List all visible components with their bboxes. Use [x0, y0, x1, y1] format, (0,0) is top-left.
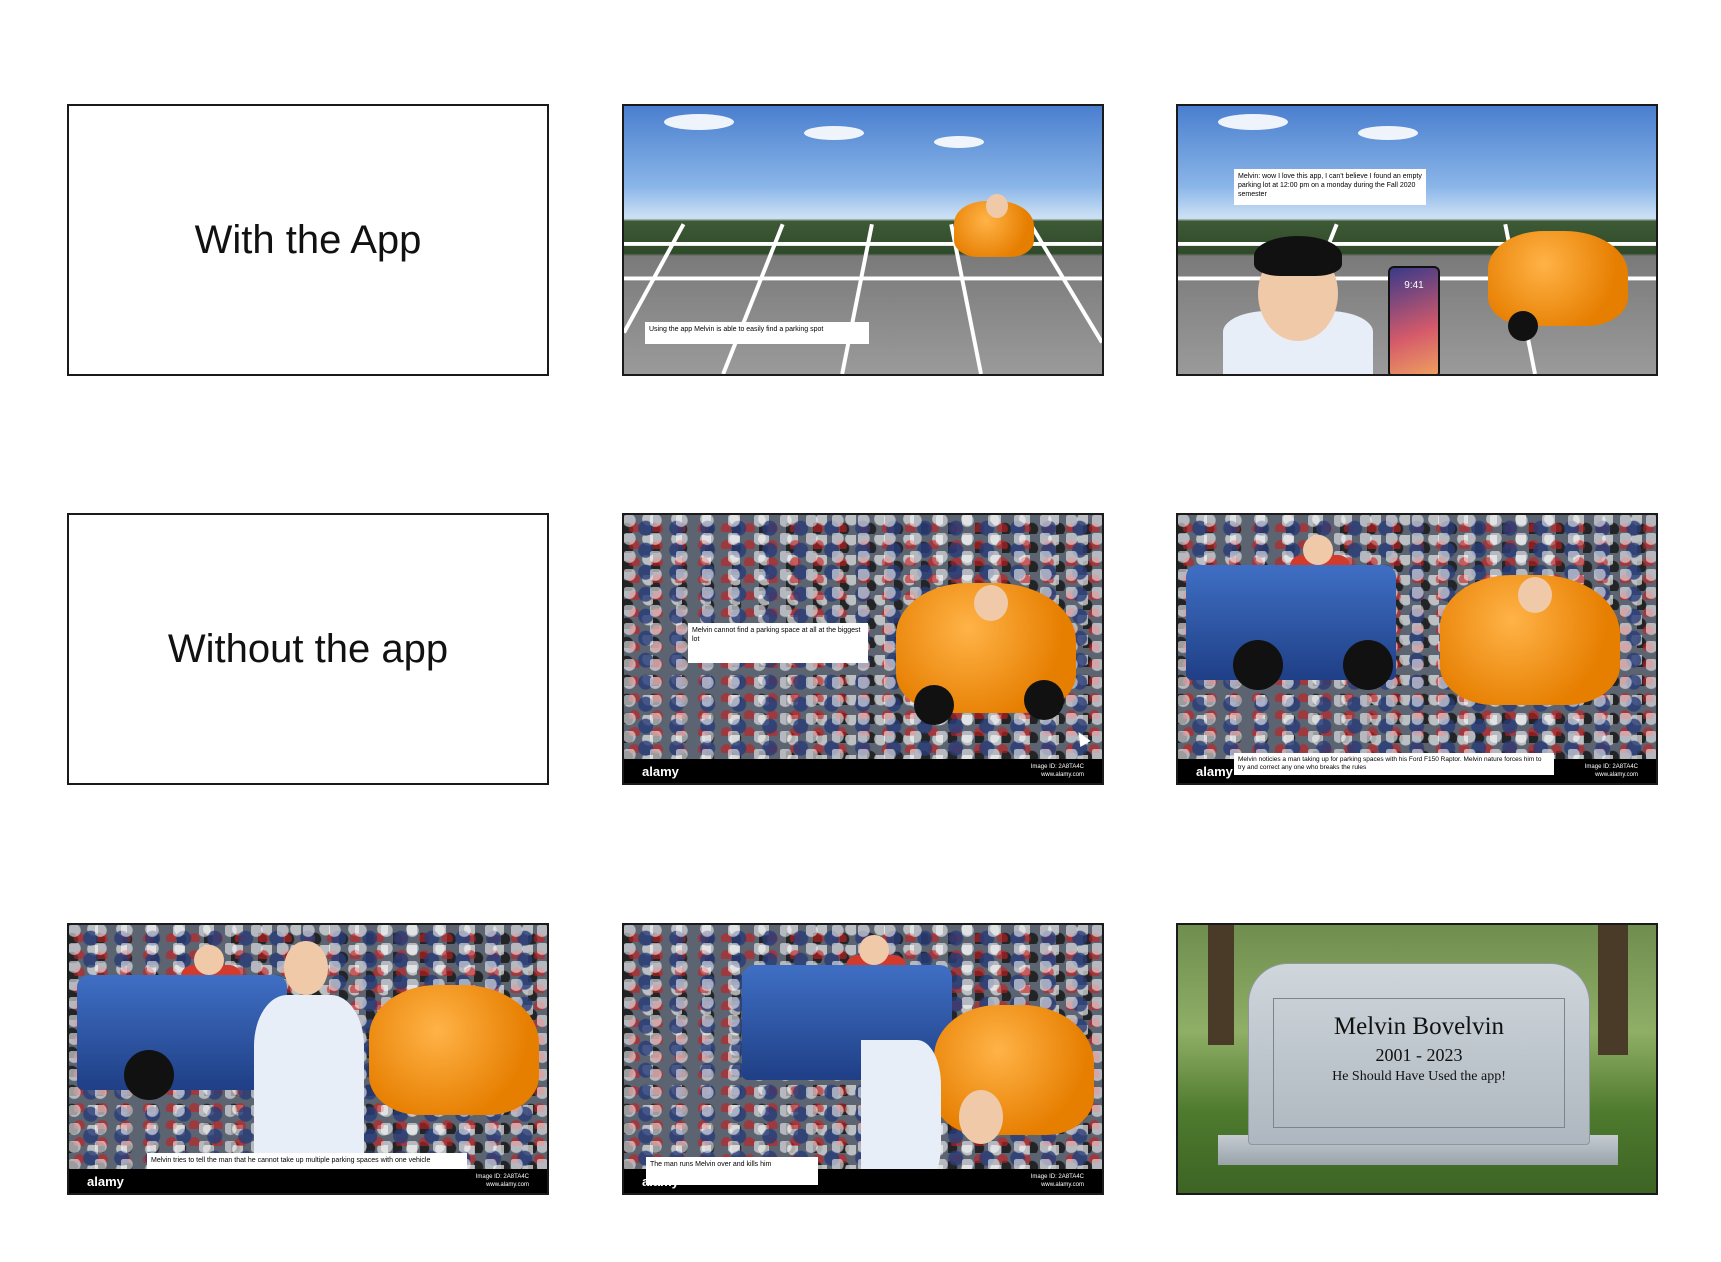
orange-smart-car: [369, 985, 539, 1115]
slide-thumbnail-9[interactable]: Melvin Bovelvin 2001 - 2023 He Should Ha…: [1176, 923, 1658, 1195]
truck-wheel: [124, 1050, 174, 1100]
phone-image: 9:41: [1388, 266, 1440, 374]
slide-thumbnail-1[interactable]: With the App: [67, 104, 549, 376]
image-id-text: Image ID: 2A8TA4C: [1030, 1174, 1084, 1180]
man-head: [194, 945, 224, 975]
cloud: [664, 114, 734, 130]
slide-thumbnail-4[interactable]: Without the app: [67, 513, 549, 785]
cloud: [1218, 114, 1288, 130]
slide-caption: Melvin cannot find a parking space at al…: [688, 623, 868, 663]
watermark-bar: alamy Image ID: 2A8TA4C www.alamy.com: [69, 1169, 547, 1193]
man-head: [859, 935, 889, 965]
alamy-logo: alamy: [1196, 764, 1233, 779]
slide-thumbnail-6[interactable]: alamy Image ID: 2A8TA4C www.alamy.com Mel…: [1176, 513, 1658, 785]
cloud: [934, 136, 984, 148]
watermark-info: Image ID: 2A8TA4C www.alamy.com: [1585, 763, 1638, 779]
cloud: [804, 126, 864, 140]
watermark-url: www.alamy.com: [1595, 772, 1638, 778]
melvin-shirt: [254, 995, 364, 1165]
watermark-info: Image ID: 2A8TA4C www.alamy.com: [476, 1173, 529, 1189]
melvin-shirt: [861, 1040, 941, 1190]
slide-caption: Melvin noticies a man taking up for park…: [1234, 753, 1554, 775]
car-wheel: [1508, 311, 1538, 341]
slide-thumbnail-5[interactable]: Melvin cannot find a parking space at al…: [622, 513, 1104, 785]
tree-trunk: [1598, 925, 1628, 1055]
truck-wheel: [1343, 640, 1393, 690]
car-wheel: [914, 685, 954, 725]
cloud: [1358, 126, 1418, 140]
slide-title: Without the app: [167, 626, 449, 671]
alamy-logo: alamy: [87, 1174, 124, 1189]
phone-time: 9:41: [1404, 280, 1424, 291]
melvin-face: [986, 194, 1008, 218]
slide-caption: Using the app Melvin is able to easily f…: [645, 322, 869, 344]
tombstone-years: 2001 - 2023: [1375, 1045, 1463, 1065]
slide-caption: The man runs Melvin over and kills him: [646, 1157, 818, 1185]
image-id-text: Image ID: 2A8TA4C: [475, 1174, 529, 1180]
man-head: [1303, 535, 1333, 565]
tombstone-inscription-frame: Melvin Bovelvin 2001 - 2023 He Should Ha…: [1273, 998, 1565, 1128]
melvin-face: [974, 585, 1008, 621]
watermark-url: www.alamy.com: [1041, 772, 1084, 778]
tombstone: Melvin Bovelvin 2001 - 2023 He Should Ha…: [1248, 963, 1590, 1145]
watermark-url: www.alamy.com: [486, 1182, 529, 1188]
watermark-info: Image ID: 2A8TA4C www.alamy.com: [1031, 763, 1084, 779]
image-id-text: Image ID: 2A8TA4C: [1030, 764, 1084, 770]
alamy-logo: alamy: [642, 764, 679, 779]
watermark-bar: alamy Image ID: 2A8TA4C www.alamy.com: [624, 759, 1102, 783]
watermark-url: www.alamy.com: [1041, 1182, 1084, 1188]
melvin-hair: [1254, 236, 1342, 276]
slide-thumbnail-7[interactable]: alamy Image ID: 2A8TA4C www.alamy.com Mel…: [67, 923, 549, 1195]
slide-thumbnail-3[interactable]: Melvin: wow I love this app, I can't bel…: [1176, 104, 1658, 376]
watermark-info: Image ID: 2A8TA4C www.alamy.com: [1031, 1173, 1084, 1189]
slide-thumbnail-2[interactable]: Using the app Melvin is able to easily f…: [622, 104, 1104, 376]
orange-smart-car: [1488, 231, 1628, 326]
image-id-text: Image ID: 2A8TA4C: [1584, 764, 1638, 770]
car-wheel: [1024, 680, 1064, 720]
tombstone-name: Melvin Bovelvin: [1333, 1013, 1505, 1040]
slide-caption: Melvin tries to tell the man that he can…: [147, 1153, 467, 1169]
slide-title: With the App: [194, 217, 422, 262]
mouse-cursor: [1073, 728, 1091, 748]
slide-caption: Melvin: wow I love this app, I can't bel…: [1234, 169, 1426, 205]
melvin-face: [1518, 577, 1552, 613]
tombstone-epitaph: He Should Have Used the app!: [1332, 1069, 1506, 1084]
melvin-face: [284, 941, 328, 995]
truck-wheel: [1233, 640, 1283, 690]
tree-trunk: [1208, 925, 1234, 1045]
blue-ford-raptor: [77, 975, 287, 1090]
melvin-face: [959, 1090, 1003, 1144]
orange-smart-car: [934, 1005, 1094, 1135]
